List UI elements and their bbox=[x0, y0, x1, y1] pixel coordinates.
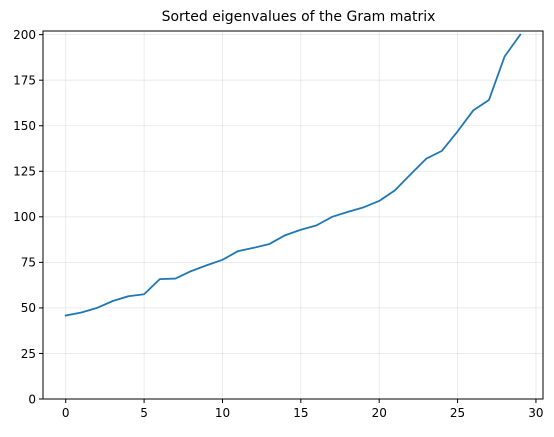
y-tick-label: 200 bbox=[13, 28, 36, 42]
y-tick-label: 175 bbox=[13, 73, 36, 87]
series-line bbox=[64, 33, 522, 317]
ticks: 0 5 10 15 20 25 30 0 25 50 75 100 125 150 175 200 bbox=[13, 28, 543, 420]
y-tick-label: 0 bbox=[28, 392, 36, 406]
x-tick-label: 0 bbox=[62, 406, 70, 420]
x-tick-label: 10 bbox=[215, 406, 230, 420]
y-tick-label: 50 bbox=[21, 301, 36, 315]
y-tick-label: 150 bbox=[13, 119, 36, 133]
y-tick-label: 125 bbox=[13, 165, 36, 179]
chart-title: Sorted eigenvalues of the Gram matrix bbox=[162, 9, 436, 25]
axes bbox=[42, 30, 544, 400]
series-layer bbox=[64, 33, 522, 317]
x-tick-label: 30 bbox=[528, 406, 543, 420]
grid bbox=[43, 31, 543, 400]
y-tick-label: 100 bbox=[13, 210, 36, 224]
x-tick-label: 5 bbox=[140, 406, 148, 420]
x-tick-label: 25 bbox=[450, 406, 465, 420]
x-tick-label: 20 bbox=[372, 406, 387, 420]
x-tick-label: 15 bbox=[293, 406, 308, 420]
axes-frame bbox=[42, 30, 544, 400]
y-tick-label: 25 bbox=[21, 347, 36, 361]
y-tick-label: 75 bbox=[21, 256, 36, 270]
